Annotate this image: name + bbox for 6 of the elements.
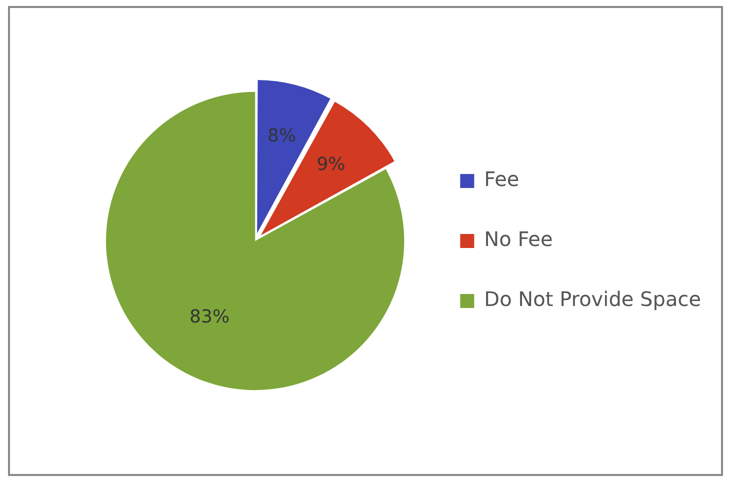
legend-label: Fee <box>484 167 520 192</box>
data-label: 83% <box>190 306 230 328</box>
data-label: 8% <box>268 126 296 147</box>
data-label: 9% <box>316 154 346 175</box>
legend-label: No Fee <box>484 227 553 252</box>
legend-label: Do Not Provide Space <box>484 287 702 312</box>
